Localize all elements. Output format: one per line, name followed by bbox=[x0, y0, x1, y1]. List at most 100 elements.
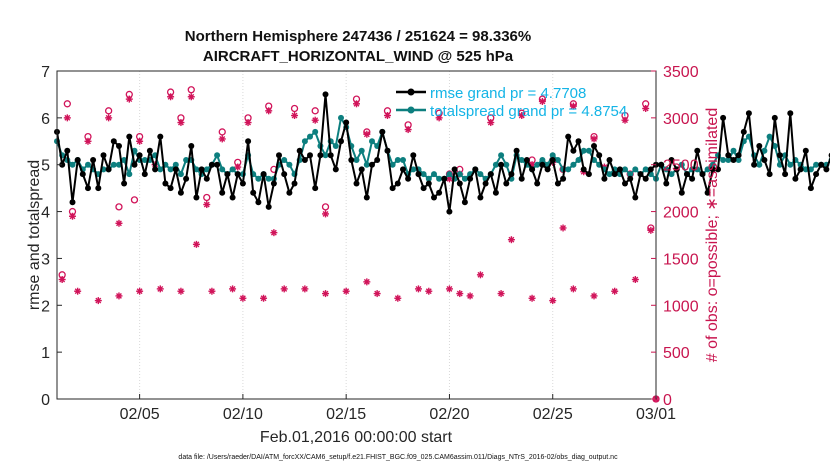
rmse-point bbox=[678, 189, 685, 196]
y-right-tick-label: 3000 bbox=[663, 111, 699, 128]
obs-assimilated-marker bbox=[301, 285, 309, 293]
rmse-point bbox=[167, 185, 174, 192]
y-left-tick-label: 6 bbox=[41, 111, 50, 128]
obs-assimilated-marker bbox=[244, 119, 252, 127]
legend: rmse grand pr = 4.7708 totalspread grand… bbox=[396, 85, 627, 120]
totalspread-point bbox=[363, 161, 370, 168]
totalspread-point bbox=[183, 157, 190, 163]
rmse-point bbox=[265, 203, 272, 210]
x-tick-label: 02/20 bbox=[429, 406, 469, 423]
totalspread-point bbox=[554, 157, 561, 163]
rmse-point bbox=[580, 166, 587, 173]
obs-assimilated-marker bbox=[394, 294, 402, 302]
rmse-point bbox=[601, 175, 608, 182]
totalspread-point bbox=[425, 175, 432, 182]
y-right-tick-label: 2500 bbox=[663, 158, 699, 175]
obs-assimilated-marker bbox=[363, 278, 371, 286]
rmse-point bbox=[188, 143, 195, 149]
rmse-line bbox=[56, 93, 830, 213]
rmse-point bbox=[813, 171, 820, 178]
obs-assimilated-marker bbox=[487, 119, 495, 127]
rmse-point bbox=[286, 189, 293, 196]
rmse-point bbox=[544, 166, 551, 173]
rmse-point bbox=[405, 175, 412, 182]
rmse-point bbox=[802, 147, 809, 154]
rmse-point bbox=[219, 189, 226, 196]
rmse-point bbox=[797, 166, 804, 173]
rmse-point bbox=[487, 171, 494, 178]
totalspread-point bbox=[585, 147, 592, 154]
rmse-point bbox=[647, 166, 654, 173]
rmse-point bbox=[441, 175, 448, 182]
rmse-point bbox=[59, 161, 66, 168]
totalspread-point bbox=[172, 161, 179, 168]
rmse-point bbox=[694, 147, 701, 154]
rmse-point bbox=[560, 175, 567, 182]
rmse-point bbox=[281, 171, 288, 178]
rmse-point bbox=[642, 175, 649, 182]
y-right-tick-label: 1000 bbox=[663, 298, 699, 315]
rmse-point bbox=[136, 152, 143, 159]
rmse-point bbox=[363, 194, 370, 201]
rmse-point bbox=[456, 180, 463, 187]
rmse-point bbox=[317, 152, 324, 159]
rmse-point bbox=[203, 175, 210, 182]
rmse-point bbox=[472, 166, 479, 173]
rmse-point bbox=[585, 171, 592, 178]
totalspread-point bbox=[570, 161, 577, 168]
obs-assimilated-marker bbox=[115, 292, 123, 300]
rmse-point bbox=[291, 180, 298, 187]
obs-assimilated-marker bbox=[270, 229, 278, 237]
rmse-point bbox=[782, 171, 789, 178]
totalspread-point bbox=[110, 161, 117, 168]
totalspread-point bbox=[322, 152, 329, 159]
rmse-point bbox=[198, 166, 205, 173]
rmse-point bbox=[467, 175, 474, 182]
obs-assimilated-marker bbox=[528, 294, 536, 302]
totalspread-point bbox=[766, 133, 773, 140]
rmse-point bbox=[400, 166, 406, 173]
legend-spread-label: totalspread grand pr = 4.8754 bbox=[430, 103, 627, 120]
rmse-point bbox=[735, 152, 742, 159]
rmse-point bbox=[658, 161, 665, 168]
obs-assimilated-marker bbox=[497, 290, 505, 298]
totalspread-point bbox=[307, 133, 313, 140]
obs-assimilated-marker bbox=[58, 276, 66, 284]
data-file-footnote: data file: /Users/raeder/DAI/ATM_forcXX/… bbox=[178, 454, 618, 461]
totalspread-point bbox=[539, 157, 546, 163]
totalspread-point bbox=[730, 147, 737, 154]
rmse-point bbox=[699, 171, 706, 178]
axis-ticks: 02/05 02/10 02/15 02/20 02/25 03/010123456705… bbox=[41, 64, 699, 423]
chart-title-line1: Northern Hemisphere 247436 / 251624 = 98… bbox=[185, 28, 531, 45]
rmse-point bbox=[255, 199, 262, 206]
totalspread-point bbox=[565, 166, 572, 173]
rmse-point bbox=[627, 175, 634, 182]
totalspread-point bbox=[410, 166, 417, 173]
obs-assimilated-marker bbox=[68, 212, 76, 220]
rmse-point bbox=[503, 180, 510, 187]
rmse-point bbox=[818, 161, 825, 168]
obs-assimilated-marker bbox=[363, 130, 371, 138]
obs-assimilated-marker bbox=[456, 290, 464, 298]
rmse-point bbox=[807, 185, 814, 192]
obs-assimilated-marker bbox=[476, 271, 484, 279]
x-tick-label: 03/01 bbox=[636, 406, 676, 423]
totalspread-point bbox=[332, 143, 339, 149]
obs-assimilated-marker bbox=[353, 100, 360, 108]
y-right-tick-label: 500 bbox=[663, 345, 690, 362]
y-left-tick-label: 2 bbox=[41, 298, 50, 315]
rmse-point bbox=[116, 143, 122, 149]
obs-assimilated-marker bbox=[445, 285, 453, 293]
obs-assimilated-marker bbox=[234, 163, 242, 171]
rmse-point bbox=[725, 152, 732, 159]
rmse-point bbox=[348, 157, 355, 163]
rmse-point bbox=[730, 157, 737, 163]
totalspread-point bbox=[177, 171, 184, 178]
obs-assimilated-marker bbox=[569, 102, 577, 110]
totalspread-point bbox=[477, 171, 484, 178]
totalspread-point bbox=[518, 157, 525, 163]
totalspread-point bbox=[265, 175, 272, 182]
totalspread-point bbox=[492, 161, 499, 168]
rmse-point bbox=[105, 166, 112, 173]
